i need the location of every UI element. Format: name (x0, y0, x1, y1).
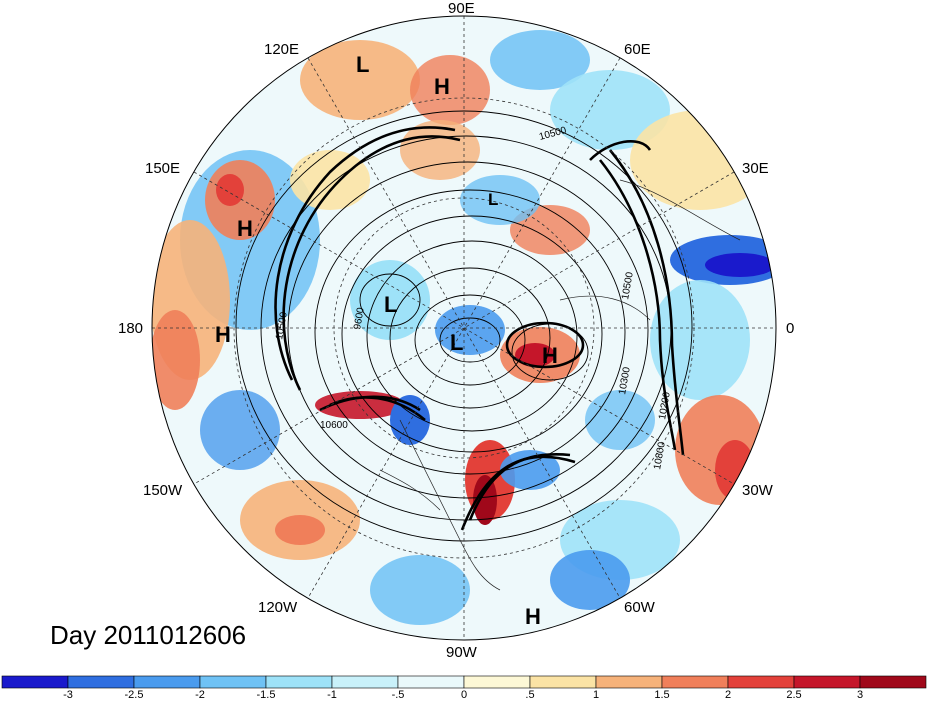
colorbar-box (67, 675, 135, 689)
colorbar-tick-label: -3 (63, 689, 73, 701)
colorbar-tick-label: -2.5 (124, 689, 144, 701)
high-pressure-marker: H (525, 604, 541, 629)
colorbar-box (1, 675, 69, 689)
map-title: Day 2011012606 (50, 620, 247, 650)
contour-label: 10600 (320, 420, 348, 431)
colorbar-box (529, 675, 597, 689)
graticule (152, 16, 776, 640)
contour-label: 10200 (657, 391, 673, 421)
colorbar-box (397, 675, 465, 689)
colorbar-tick-label: 1.5 (654, 689, 670, 701)
colorbar-box (595, 675, 663, 689)
colorbar-box (331, 675, 399, 689)
colorbar-tick-label: 3 (856, 689, 864, 701)
colorbar (1, 675, 927, 689)
contour-label: 10800 (652, 441, 668, 471)
high-pressure-marker: H (215, 322, 231, 347)
lon-label-120w: 120W (258, 599, 298, 616)
jet-contours (274, 126, 685, 531)
colorbar-box (463, 675, 531, 689)
lon-label-120e: 120E (264, 41, 300, 58)
low-pressure-marker: L (384, 292, 398, 317)
colorbar-tick-label: -2 (195, 689, 205, 701)
low-pressure-marker: L (450, 330, 464, 355)
high-pressure-marker: H (237, 216, 253, 241)
contour-label: 10500 (620, 271, 636, 301)
colorbar-tick-label: 2 (724, 689, 732, 701)
colorbar-box (199, 675, 267, 689)
contour-label: 9600 (352, 306, 367, 330)
colorbar-box (793, 675, 861, 689)
colorbar-tick-label: 1 (592, 689, 600, 701)
colorbar-tick-label: -.5 (391, 689, 405, 701)
colorbar-tick-label: -1 (327, 689, 337, 701)
lon-label-60e: 60E (624, 41, 651, 58)
colorbar-box (859, 675, 927, 689)
colorbar-box (133, 675, 201, 689)
high-pressure-marker: H (542, 343, 558, 368)
lon-label-30w: 30W (742, 482, 773, 499)
colorbar-tick-label: .5 (525, 689, 535, 701)
colorbar-box (265, 675, 333, 689)
lon-label-150w: 150W (143, 482, 183, 499)
lon-label-30e: 30E (742, 160, 769, 177)
lon-label-150e: 150E (145, 160, 181, 177)
colorbar-tick-label: 0 (460, 689, 468, 701)
lon-label-90w: 90W (446, 644, 477, 661)
coastlines (379, 179, 741, 591)
lon-label-90e: 90E (448, 0, 475, 17)
low-pressure-marker: L (488, 190, 499, 209)
lon-label-0: 0 (786, 320, 795, 337)
contour-label: 10500 (274, 311, 290, 341)
colorbar-tick-label: 2.5 (786, 689, 802, 701)
colorbar-tick-label: -1.5 (256, 689, 276, 701)
lon-label-180: 180 (118, 320, 144, 337)
high-pressure-marker: H (434, 74, 450, 99)
lon-label-60w: 60W (624, 599, 655, 616)
colorbar-box (661, 675, 729, 689)
map-border (151, 15, 777, 641)
colorbar-box (727, 675, 795, 689)
low-pressure-marker: L (356, 52, 370, 77)
contour-label: 10300 (617, 366, 633, 396)
